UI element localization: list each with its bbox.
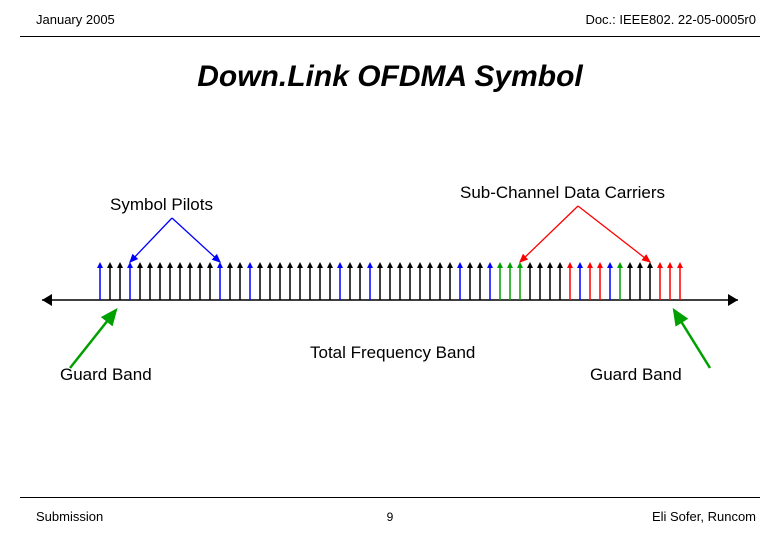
footer-author: Eli Sofer, Runcom: [652, 509, 756, 524]
header-date: January 2005: [36, 12, 115, 27]
ofdma-diagram: Symbol Pilots Sub-Channel Data Carriers To…: [30, 170, 750, 430]
svg-text:Symbol Pilots: Symbol Pilots: [110, 195, 213, 214]
header-doc: Doc.: IEEE802. 22-05-0005r0: [585, 12, 756, 27]
svg-text:Sub-Channel Data Carriers: Sub-Channel Data Carriers: [460, 183, 665, 202]
svg-text:Guard Band: Guard Band: [590, 365, 682, 384]
header-rule: [20, 36, 760, 37]
svg-text:Total Frequency Band: Total Frequency Band: [310, 343, 475, 362]
footer-rule: [20, 497, 760, 498]
svg-text:Guard Band: Guard Band: [60, 365, 152, 384]
page-title: Down.Link OFDMA Symbol: [0, 60, 780, 94]
